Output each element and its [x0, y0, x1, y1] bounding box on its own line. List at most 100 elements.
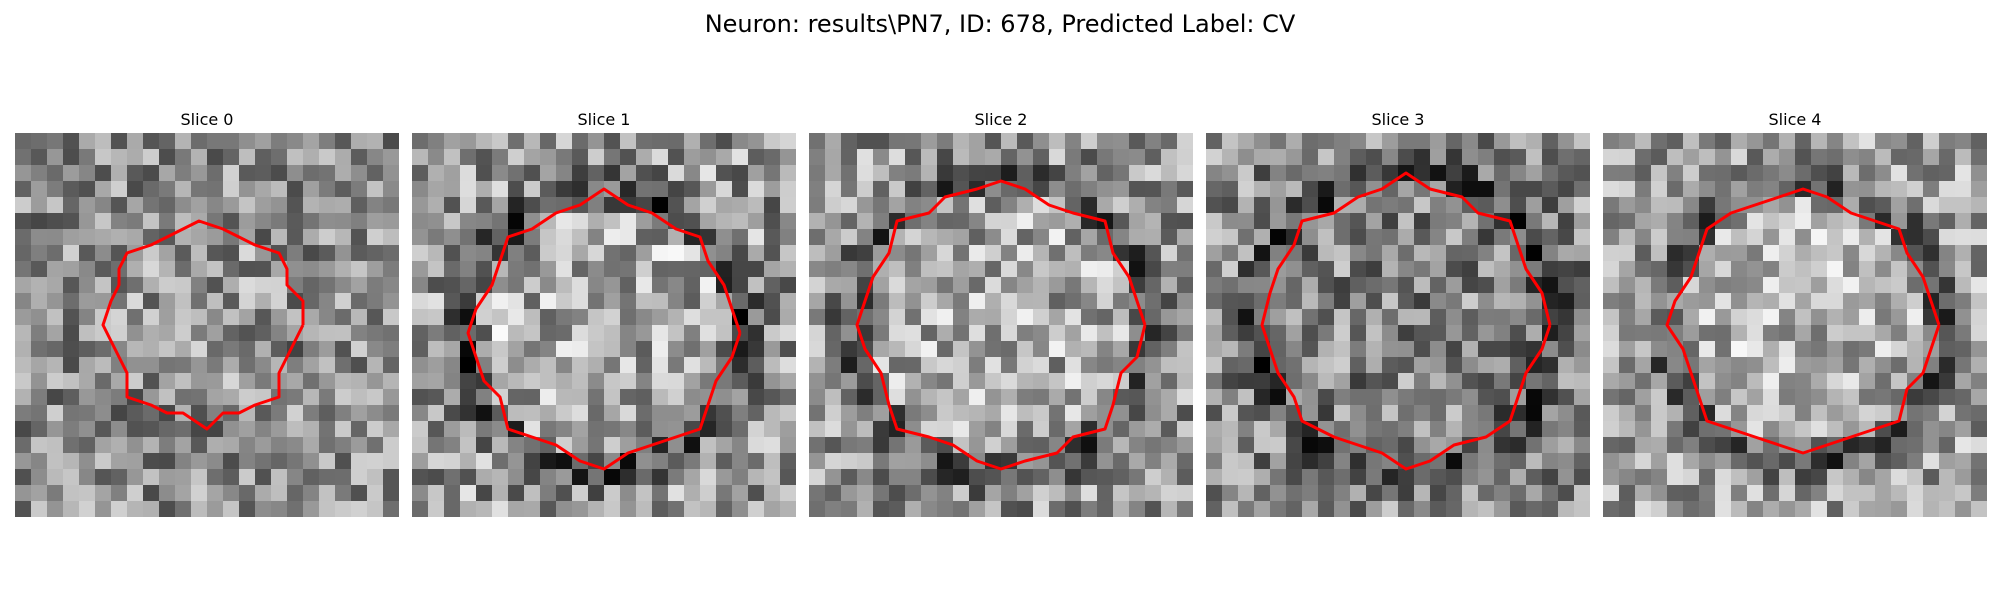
- image-pixel: [969, 229, 986, 246]
- image-pixel: [1129, 501, 1146, 517]
- image-pixel: [780, 357, 796, 374]
- image-pixel: [367, 437, 384, 454]
- image-pixel: [572, 325, 589, 342]
- image-pixel: [1017, 325, 1034, 342]
- image-pixel: [1731, 501, 1748, 517]
- image-pixel: [825, 229, 842, 246]
- image-pixel: [1955, 261, 1972, 278]
- image-pixel: [1446, 389, 1463, 406]
- image-pixel: [700, 341, 717, 358]
- image-pixel: [1366, 133, 1383, 150]
- image-pixel: [1145, 165, 1162, 182]
- image-pixel: [889, 501, 906, 517]
- image-pixel: [79, 245, 96, 262]
- image-pixel: [1161, 245, 1178, 262]
- image-pixel: [492, 341, 509, 358]
- image-pixel: [1270, 229, 1287, 246]
- image-pixel: [175, 245, 192, 262]
- image-pixel: [1238, 357, 1255, 374]
- image-pixel: [1859, 245, 1876, 262]
- image-pixel: [492, 501, 509, 517]
- image-pixel: [1955, 309, 1972, 326]
- image-pixel: [540, 421, 557, 438]
- image-pixel: [1161, 229, 1178, 246]
- image-pixel: [207, 133, 224, 150]
- image-pixel: [1065, 469, 1082, 486]
- image-pixel: [556, 357, 573, 374]
- image-pixel: [524, 133, 541, 150]
- image-pixel: [255, 229, 272, 246]
- image-pixel: [1619, 405, 1636, 422]
- image-pixel: [175, 261, 192, 278]
- image-pixel: [1542, 261, 1559, 278]
- image-pixel: [191, 453, 208, 470]
- image-pixel: [1971, 213, 1987, 230]
- image-pixel: [780, 213, 796, 230]
- image-pixel: [1715, 229, 1732, 246]
- image-pixel: [1955, 181, 1972, 198]
- image-pixel: [287, 453, 304, 470]
- image-pixel: [79, 309, 96, 326]
- image-pixel: [444, 245, 461, 262]
- image-pixel: [47, 245, 64, 262]
- image-pixel: [1558, 197, 1575, 214]
- image-pixel: [1206, 405, 1223, 422]
- image-pixel: [1827, 357, 1844, 374]
- image-pixel: [239, 325, 256, 342]
- image-pixel: [1270, 421, 1287, 438]
- image-pixel: [1414, 373, 1431, 390]
- image-pixel: [1779, 277, 1796, 294]
- image-pixel: [921, 181, 938, 198]
- image-pixel: [809, 357, 826, 374]
- image-pixel: [79, 133, 96, 150]
- image-pixel: [1017, 309, 1034, 326]
- image-pixel: [367, 389, 384, 406]
- image-pixel: [1017, 277, 1034, 294]
- image-pixel: [460, 149, 477, 166]
- image-pixel: [889, 133, 906, 150]
- image-pixel: [1001, 501, 1018, 517]
- image-pixel: [1414, 421, 1431, 438]
- image-pixel: [1302, 181, 1319, 198]
- image-pixel: [1222, 245, 1239, 262]
- image-pixel: [1081, 261, 1098, 278]
- image-pixel: [111, 229, 128, 246]
- image-pixel: [1129, 485, 1146, 502]
- image-pixel: [1382, 229, 1399, 246]
- image-pixel: [1574, 357, 1590, 374]
- image-pixel: [79, 341, 96, 358]
- image-pixel: [31, 469, 48, 486]
- image-pixel: [1763, 309, 1780, 326]
- image-pixel: [873, 229, 890, 246]
- image-pixel: [1510, 277, 1527, 294]
- image-pixel: [1254, 501, 1271, 517]
- image-pixel: [1795, 197, 1812, 214]
- image-pixel: [492, 421, 509, 438]
- image-pixel: [841, 421, 858, 438]
- image-pixel: [652, 469, 669, 486]
- image-pixel: [1254, 245, 1271, 262]
- image-pixel: [1129, 133, 1146, 150]
- image-pixel: [841, 325, 858, 342]
- image-pixel: [1651, 341, 1668, 358]
- image-pixel: [1318, 293, 1335, 310]
- image-pixel: [412, 357, 429, 374]
- image-pixel: [889, 309, 906, 326]
- image-pixel: [1350, 309, 1367, 326]
- image-pixel: [1478, 485, 1495, 502]
- image-pixel: [1651, 261, 1668, 278]
- image-pixel: [1907, 293, 1924, 310]
- image-pixel: [127, 421, 144, 438]
- image-pixel: [809, 229, 826, 246]
- image-pixel: [460, 485, 477, 502]
- image-pixel: [1414, 437, 1431, 454]
- image-pixel: [1891, 357, 1908, 374]
- image-pixel: [287, 277, 304, 294]
- image-pixel: [15, 421, 32, 438]
- image-pixel: [1286, 485, 1303, 502]
- image-pixel: [524, 357, 541, 374]
- image-pixel: [1001, 197, 1018, 214]
- image-pixel: [1651, 229, 1668, 246]
- image-pixel: [1033, 437, 1050, 454]
- image-pixel: [1033, 325, 1050, 342]
